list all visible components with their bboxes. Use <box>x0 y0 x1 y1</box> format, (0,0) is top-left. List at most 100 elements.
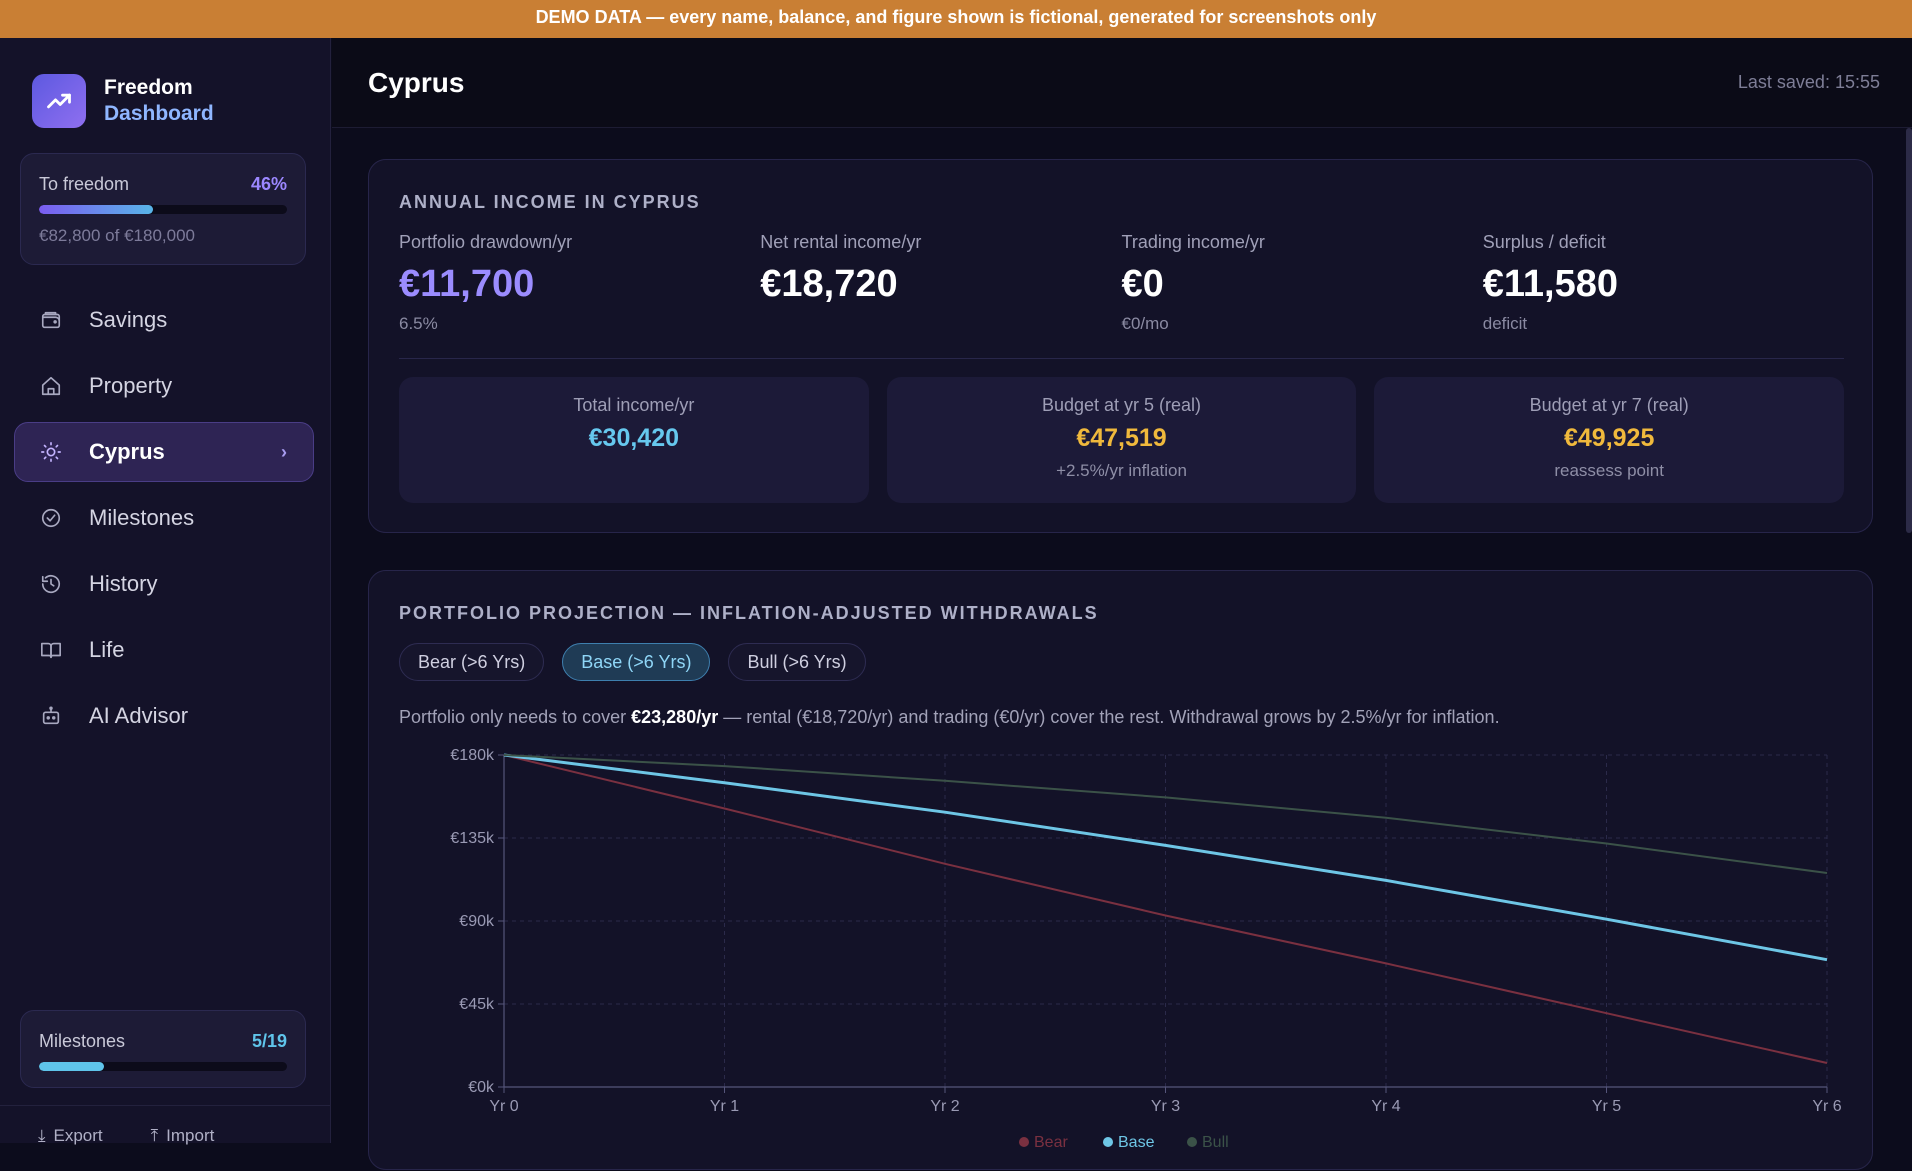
check-circle-icon <box>39 506 63 530</box>
sidebar: Freedom Dashboard To freedom 46% €82,800… <box>0 38 331 1146</box>
total-income-box: Total income/yr €30,420 <box>399 377 869 503</box>
scenario-tabs: Bear (>6 Yrs) Base (>6 Yrs) Bull (>6 Yrs… <box>399 643 866 681</box>
sidebar-item-savings[interactable]: Savings <box>14 290 314 350</box>
top-bar: Cyprus Last saved: 15:55 <box>332 38 1912 128</box>
scrollbar-thumb[interactable] <box>1906 128 1912 533</box>
export-button[interactable]: ⤓ Export <box>38 1126 103 1146</box>
y-tick-label: €135k <box>450 830 495 847</box>
projection-note: Portfolio only needs to cover €23,280/yr… <box>399 707 1500 728</box>
sidebar-item-label: AI Advisor <box>89 703 189 728</box>
box-value: €30,420 <box>588 424 680 452</box>
trending-up-icon <box>32 74 86 128</box>
book-icon <box>39 638 63 662</box>
metric-label: Net rental income/yr <box>760 232 922 252</box>
x-tick-label: Yr 1 <box>710 1098 739 1115</box>
demo-data-banner: DEMO DATA — every name, balance, and fig… <box>0 0 1912 38</box>
note-bold: €23,280/yr <box>631 707 719 727</box>
sidebar-item-label: Milestones <box>89 505 195 530</box>
divider <box>399 358 1844 359</box>
sidebar-item-property[interactable]: Property <box>14 356 314 416</box>
download-icon: ⤓ <box>38 1126 46 1145</box>
y-tick-label: €45k <box>459 996 495 1013</box>
wallet-icon <box>39 308 63 332</box>
sun-icon <box>39 440 63 464</box>
x-tick-label: Yr 3 <box>1151 1098 1180 1115</box>
upload-icon: ⤒ <box>150 1126 159 1145</box>
metric-value: €11,700 <box>399 263 535 305</box>
milestones-count: 5/19 <box>251 1031 287 1051</box>
legend-marker-base <box>1103 1137 1113 1147</box>
series-line-bear <box>503 754 1828 1064</box>
export-label: Export <box>53 1126 103 1145</box>
sidebar-item-label: Life <box>89 637 125 662</box>
x-tick-label: Yr 2 <box>930 1098 959 1115</box>
sidebar-item-label: History <box>89 571 158 596</box>
note-post: — rental (€18,720/yr) and trading (€0/yr… <box>718 707 1500 727</box>
import-button[interactable]: ⤒ Import <box>151 1126 215 1146</box>
section-title: ANNUAL INCOME IN CYPRUS <box>399 192 701 212</box>
last-saved: Last saved: 15:55 <box>1737 72 1880 92</box>
box-value: €49,925 <box>1563 424 1655 452</box>
freedom-percent: 46% <box>250 174 287 194</box>
series-line-bull <box>503 754 1828 874</box>
y-tick-label: €0k <box>468 1079 495 1096</box>
y-tick-label: €180k <box>450 747 495 764</box>
budget-yr5-box: Budget at yr 5 (real) €47,519 +2.5%/yr i… <box>886 377 1357 503</box>
brand-line1: Freedom <box>104 76 193 99</box>
milestones-progress-fill <box>39 1062 105 1071</box>
brand[interactable]: Freedom Dashboard <box>32 74 214 128</box>
annual-income-panel: ANNUAL INCOME IN CYPRUS Portfolio drawdo… <box>368 159 1873 533</box>
x-tick-label: Yr 0 <box>489 1098 518 1115</box>
sidebar-item-ai-advisor[interactable]: AI Advisor <box>14 686 314 746</box>
tab-base[interactable]: Base (>6 Yrs) <box>562 643 711 681</box>
freedom-progress-card: To freedom 46% €82,800 of €180,000 <box>20 153 306 265</box>
brand-line2: Dashboard <box>104 102 214 125</box>
box-value: €47,519 <box>1076 424 1167 452</box>
metric-sub: 6.5% <box>399 314 438 333</box>
freedom-amount: €82,800 of €180,000 <box>39 226 195 245</box>
x-tick-label: Yr 4 <box>1371 1098 1400 1115</box>
x-tick-label: Yr 6 <box>1812 1098 1841 1115</box>
y-tick-label: €90k <box>459 913 495 930</box>
tab-bull[interactable]: Bull (>6 Yrs) <box>728 643 866 681</box>
legend-marker-bull <box>1187 1137 1197 1147</box>
sidebar-item-history[interactable]: History <box>14 554 314 614</box>
sidebar-item-milestones[interactable]: Milestones <box>14 488 314 548</box>
box-sub: reassess point <box>1554 461 1664 480</box>
metric-value: €0 <box>1121 263 1164 305</box>
milestones-label: Milestones <box>39 1031 126 1051</box>
metric-label: Surplus / deficit <box>1482 232 1606 252</box>
sidebar-item-label: Property <box>89 373 173 398</box>
metric-trading-income: Trading income/yr €0 €0/mo <box>1122 232 1483 334</box>
freedom-progress-bar <box>39 205 287 214</box>
metric-sub: €0/mo <box>1121 314 1169 333</box>
freedom-progress-fill <box>39 205 154 214</box>
milestones-progress-card: Milestones 5/19 <box>20 1010 306 1088</box>
series-line-base <box>503 753 1828 962</box>
tab-bear[interactable]: Bear (>6 Yrs) <box>399 643 545 681</box>
sidebar-item-life[interactable]: Life <box>14 620 314 680</box>
portfolio-projection-panel: PORTFOLIO PROJECTION — INFLATION-ADJUSTE… <box>368 570 1873 1170</box>
metric-value: €18,720 <box>760 263 898 305</box>
box-label: Budget at yr 7 (real) <box>1529 395 1689 415</box>
metric-label: Trading income/yr <box>1121 232 1265 252</box>
section-title: PORTFOLIO PROJECTION — INFLATION-ADJUSTE… <box>399 603 1099 623</box>
freedom-label: To freedom <box>39 174 130 194</box>
box-label: Budget at yr 5 (real) <box>1041 395 1202 415</box>
metric-sub: deficit <box>1482 314 1528 333</box>
sidebar-item-cyprus[interactable]: Cyprus › <box>14 422 314 482</box>
budget-yr7-box: Budget at yr 7 (real) €49,925 reassess p… <box>1374 377 1845 503</box>
metric-surplus-deficit: Surplus / deficit €11,580 deficit <box>1483 232 1844 334</box>
home-icon <box>39 374 63 398</box>
note-pre: Portfolio only needs to cover <box>399 707 632 727</box>
milestones-progress-bar <box>39 1062 287 1071</box>
page-title: Cyprus <box>368 67 465 98</box>
sidebar-nav: Savings Property Cyprus › Milestones His… <box>14 290 314 752</box>
legend-marker-bear <box>1019 1137 1029 1147</box>
import-label: Import <box>166 1126 215 1145</box>
metric-label: Portfolio drawdown/yr <box>399 232 573 252</box>
sidebar-item-label: Savings <box>89 307 168 332</box>
box-label: Total income/yr <box>573 395 695 415</box>
metric-value: €11,580 <box>1482 263 1619 305</box>
chevron-right-icon: › <box>281 441 287 462</box>
